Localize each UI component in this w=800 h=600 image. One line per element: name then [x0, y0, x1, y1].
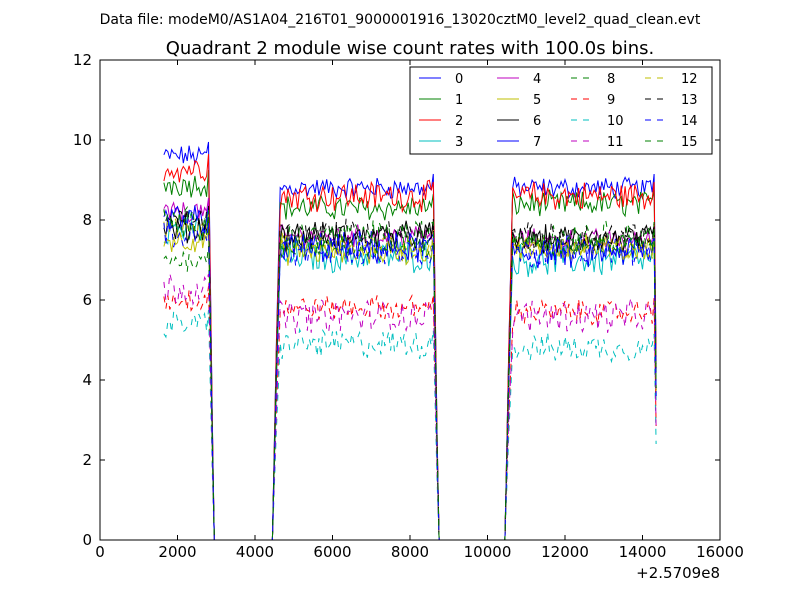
y-tick-label: 12: [73, 51, 92, 69]
legend-label-11: 11: [607, 135, 624, 150]
y-tick-label: 2: [82, 451, 92, 469]
legend-label-4: 4: [533, 72, 541, 87]
x-tick-label: 14000: [619, 543, 667, 561]
suptitle: Data file: modeM0/AS1A04_216T01_90000019…: [100, 12, 701, 28]
legend-label-8: 8: [607, 72, 615, 87]
series-line-13: [163, 205, 657, 541]
series-line-8: [163, 229, 657, 541]
legend-label-13: 13: [681, 93, 698, 108]
x-offset-label: +2.5709e8: [636, 564, 720, 582]
y-tick-label: 4: [82, 371, 92, 389]
legend-label-12: 12: [681, 72, 698, 87]
legend-label-3: 3: [455, 135, 463, 150]
legend-label-5: 5: [533, 93, 541, 108]
x-tick-label: 12000: [541, 543, 589, 561]
series-line-7: [163, 205, 657, 541]
x-tick-label: 8000: [391, 543, 429, 561]
legend-label-2: 2: [455, 114, 463, 129]
y-tick-label: 10: [73, 131, 92, 149]
x-tick-label: 2000: [158, 543, 196, 561]
y-tick-label: 6: [82, 291, 92, 309]
series-line-0: [163, 141, 657, 541]
ticks-group: 0 2000 4000 6000 8000 10000 12000 14000 16000 0 2 4…: [73, 51, 744, 561]
x-tick-label: 10000: [464, 543, 512, 561]
plot-area: 0 2000 4000 6000 8000 10000 12000 14000 16000 0 2 4…: [73, 51, 744, 561]
series-line-15: [163, 205, 657, 541]
legend-label-0: 0: [455, 72, 463, 87]
x-tick-label: 4000: [236, 543, 274, 561]
series-line-10: [163, 309, 657, 541]
legend-label-10: 10: [607, 114, 624, 129]
y-tick-label: 8: [82, 211, 92, 229]
x-tick-label: 16000: [696, 543, 744, 561]
series-line-2: [163, 153, 657, 541]
series-line-12: [163, 213, 657, 541]
series-line-5: [163, 225, 657, 541]
legend-label-1: 1: [455, 93, 463, 108]
x-tick-label: 0: [95, 543, 105, 561]
series-line-14: [163, 221, 657, 541]
series-line-6: [163, 213, 657, 541]
series-line-11: [163, 273, 657, 541]
legend-label-14: 14: [681, 114, 698, 129]
series-line-4: [163, 197, 657, 541]
chart-title: Quadrant 2 module wise count rates with …: [166, 38, 655, 59]
legend-label-9: 9: [607, 93, 615, 108]
legend-frame: [409, 66, 713, 155]
legend-label-15: 15: [681, 135, 698, 150]
x-tick-label: 6000: [313, 543, 351, 561]
legend-label-7: 7: [533, 135, 541, 150]
series-group: [163, 141, 657, 541]
series-line-1: [163, 169, 657, 541]
y-tick-label: 0: [82, 531, 92, 549]
legend-label-6: 6: [533, 114, 541, 129]
series-line-3: [163, 208, 657, 541]
